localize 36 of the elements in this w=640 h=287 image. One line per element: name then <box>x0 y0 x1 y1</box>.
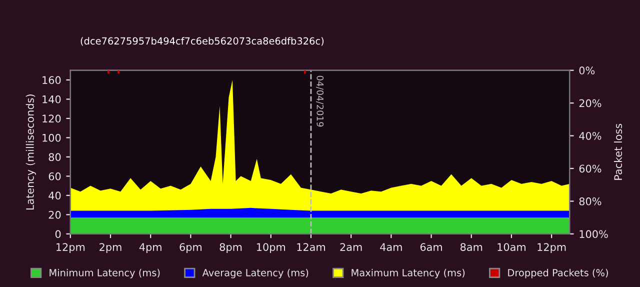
y2-tick-label: 80% <box>579 197 602 206</box>
y2-axis-title: Packet loss <box>614 124 622 180</box>
ref-line-label: 04/04/2019 <box>316 76 324 127</box>
y2-tick-label: 40% <box>579 132 602 140</box>
x-tick-label: 4am <box>380 243 402 251</box>
x-tick-label: 2am <box>340 243 362 251</box>
y-tick-label: 120 <box>42 114 61 123</box>
y-tick-label: 80 <box>48 153 61 162</box>
y-tick-label: 100 <box>42 134 61 142</box>
legend-label: Average Latency (ms) <box>202 268 308 278</box>
x-tick-label: 12am <box>297 243 325 251</box>
y2-tick-label: 0% <box>579 66 595 74</box>
x-tick-label: 10pm <box>257 243 286 254</box>
legend-label: Minimum Latency (ms) <box>50 268 160 278</box>
y-tick-label: 60 <box>48 172 61 180</box>
y-tick-label: 40 <box>48 192 61 200</box>
y-tick-label: 160 <box>42 76 61 84</box>
x-tick-label: 12pm <box>56 243 85 254</box>
x-tick-label: 10am <box>498 243 526 251</box>
x-tick-label: 6am <box>420 243 442 251</box>
y-tick-label: 140 <box>42 95 61 104</box>
x-tick-label: 4pm <box>139 243 162 254</box>
y2-tick-label: 20% <box>579 99 602 108</box>
legend-label: Dropped Packets (%) <box>508 268 608 278</box>
y2-tick-label: 100% <box>580 230 608 238</box>
y-tick-label: 20 <box>48 210 61 219</box>
y-tick-label: 0 <box>55 230 61 238</box>
y-axis-title: Latency (milliseconds) <box>26 94 36 210</box>
x-tick-label: 8am <box>460 243 482 251</box>
legend-label: Maximum Latency (ms) <box>352 268 465 278</box>
x-tick-label: 8pm <box>220 243 242 254</box>
x-tick-label: 2pm <box>100 243 122 254</box>
chart-subtitle: (dce76275957b494cf7c6eb562073ca8e6dfb326c) <box>80 37 324 46</box>
y2-tick-label: 60% <box>579 164 602 173</box>
x-tick-label: 12pm <box>538 243 566 254</box>
x-tick-label: 6pm <box>180 243 202 254</box>
